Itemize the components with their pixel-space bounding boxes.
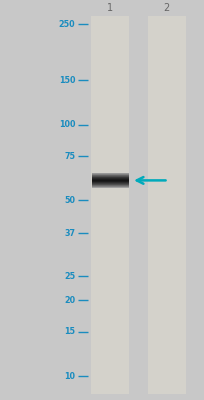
Bar: [147, 16, 185, 394]
Bar: [91, 178, 128, 179]
Bar: [91, 185, 128, 186]
Bar: [91, 180, 128, 181]
Text: 25: 25: [64, 272, 75, 280]
Bar: [91, 16, 129, 394]
Text: 20: 20: [64, 296, 75, 305]
Bar: [91, 177, 128, 178]
Bar: [91, 179, 128, 180]
Text: 250: 250: [59, 20, 75, 29]
Bar: [91, 182, 128, 183]
Text: 100: 100: [59, 120, 75, 129]
Bar: [91, 173, 128, 174]
Bar: [91, 184, 128, 185]
Bar: [91, 180, 128, 181]
Bar: [91, 177, 128, 178]
Bar: [91, 187, 128, 188]
Text: 150: 150: [59, 76, 75, 85]
Bar: [91, 174, 128, 175]
Text: 15: 15: [64, 328, 75, 336]
Bar: [91, 186, 128, 187]
Bar: [91, 175, 128, 176]
Bar: [91, 180, 128, 181]
Text: 75: 75: [64, 152, 75, 160]
Bar: [91, 181, 128, 182]
Bar: [91, 173, 128, 174]
Bar: [91, 178, 128, 179]
Bar: [91, 174, 128, 175]
Bar: [91, 176, 128, 177]
Bar: [91, 183, 128, 184]
Text: 10: 10: [64, 372, 75, 381]
Bar: [91, 178, 128, 179]
Bar: [91, 184, 128, 185]
Bar: [91, 177, 128, 178]
Bar: [91, 176, 128, 177]
Bar: [91, 181, 128, 182]
Text: 37: 37: [64, 229, 75, 238]
Bar: [91, 182, 128, 183]
Bar: [91, 179, 128, 180]
Bar: [91, 185, 128, 186]
Bar: [91, 183, 128, 184]
Text: 2: 2: [163, 3, 169, 13]
Bar: [91, 175, 128, 176]
Text: 50: 50: [64, 196, 75, 205]
Text: 1: 1: [107, 3, 113, 13]
Bar: [91, 187, 128, 188]
Bar: [91, 186, 128, 187]
